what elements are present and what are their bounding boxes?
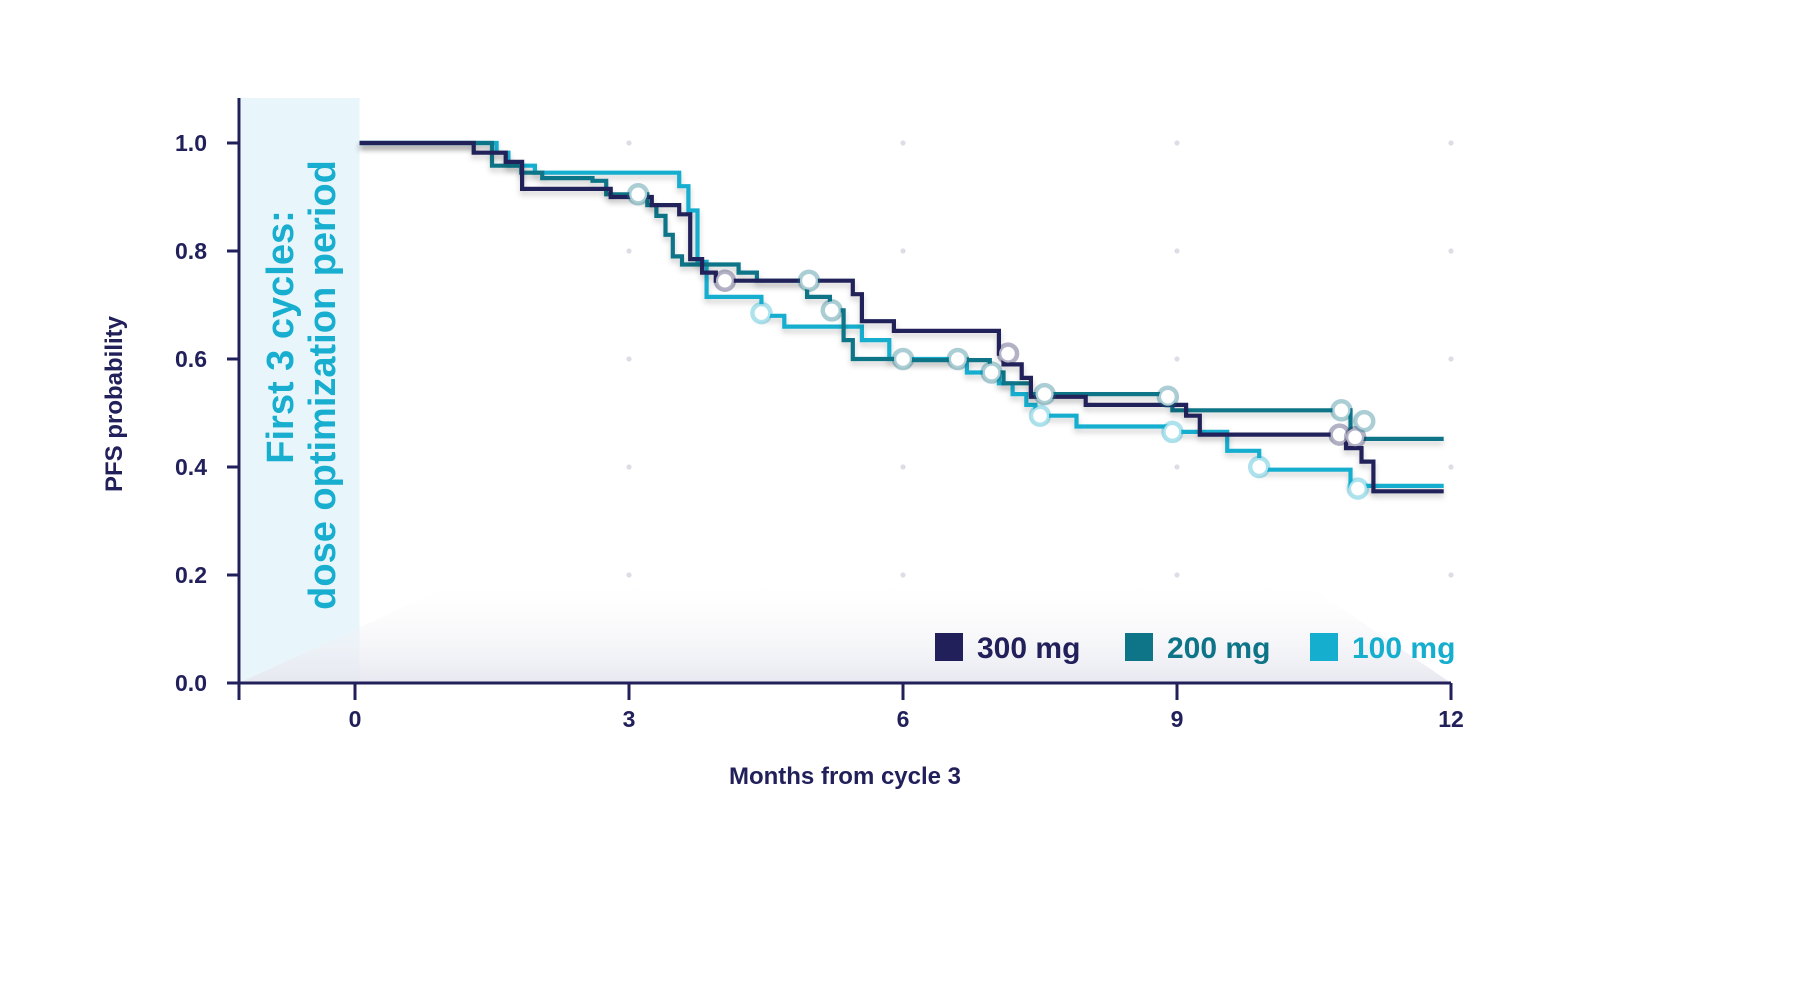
- censor-mark: [1343, 426, 1367, 449]
- grid-point: [1448, 464, 1454, 470]
- legend-label: 300 mg: [977, 632, 1080, 665]
- grid-point: [626, 140, 632, 146]
- grid-point: [900, 140, 906, 146]
- censor-mark: [946, 347, 970, 371]
- y-tick-label: 0.2: [175, 562, 207, 588]
- censor-mark: [1161, 420, 1184, 444]
- censor-mark: [1352, 409, 1376, 433]
- censor-mark: [797, 269, 821, 292]
- legend-item-200-mg: 200 mg: [1125, 632, 1270, 665]
- grid-point: [1448, 140, 1454, 146]
- censor-mark: [1156, 385, 1180, 409]
- legend-swatch: [1125, 633, 1153, 661]
- series-line-300-mg: [359, 140, 1444, 494]
- x-tick-label: 3: [623, 706, 636, 732]
- censor-mark: [750, 301, 773, 325]
- legend-swatch: [1310, 633, 1338, 661]
- censor-mark: [891, 347, 915, 371]
- legend-item-100-mg: 100 mg: [1310, 632, 1455, 665]
- y-axis-title: PFS probability: [101, 315, 128, 492]
- y-tick-label: 1.0: [175, 130, 207, 156]
- y-tick-label: 0.4: [175, 454, 207, 480]
- censor-mark: [820, 299, 844, 322]
- censor-mark: [1346, 477, 1370, 500]
- censor-mark: [1028, 404, 1052, 427]
- x-axis-title: Months from cycle 3: [729, 763, 961, 790]
- censor-mark: [1330, 399, 1353, 422]
- series-lines: [359, 140, 1444, 494]
- floor-shape: [239, 577, 1451, 683]
- censor-mark: [980, 361, 1003, 384]
- grid-point: [900, 464, 906, 470]
- legend-swatch: [935, 633, 963, 661]
- grid-point: [900, 572, 906, 578]
- grid-point: [1448, 356, 1454, 362]
- floor-gradient: [239, 577, 1451, 683]
- x-tick-label: 12: [1438, 706, 1464, 732]
- band-label-line2: dose optimization period: [302, 160, 344, 610]
- censor-mark: [1247, 455, 1271, 479]
- band-label-line1: First 3 cycles:: [260, 210, 302, 463]
- y-tick-label: 0.6: [175, 346, 207, 372]
- axes: [237, 98, 1451, 685]
- grid-point: [626, 248, 632, 254]
- y-tick-label: 0.0: [175, 670, 207, 696]
- grid-point: [626, 356, 632, 362]
- grid-point: [626, 464, 632, 470]
- series-line-200-mg: [359, 140, 1444, 441]
- legend-label: 200 mg: [1167, 632, 1270, 665]
- grid-point: [900, 248, 906, 254]
- grid-point: [1174, 572, 1180, 578]
- y-tick-label: 0.8: [175, 238, 207, 264]
- censor-mark: [996, 342, 1020, 365]
- legend: 300 mg 200 mg 100 mg: [935, 632, 1455, 665]
- x-tick-label: 0: [349, 706, 362, 732]
- censor-mark: [713, 269, 737, 292]
- x-tick-label: 6: [897, 706, 910, 732]
- legend-label: 100 mg: [1352, 632, 1455, 665]
- grid-point: [626, 572, 632, 578]
- censor-mark: [1033, 382, 1056, 406]
- band-rect: [241, 98, 360, 683]
- grid-point: [1448, 248, 1454, 254]
- x-ticks: 0 3 6 9 12: [237, 683, 1464, 732]
- censor-mark: [626, 183, 650, 206]
- censor-marks: [626, 183, 1376, 500]
- grid-point: [1174, 356, 1180, 362]
- x-tick-label: 9: [1171, 706, 1184, 732]
- grid-point: [1174, 140, 1180, 146]
- grid-point: [1174, 464, 1180, 470]
- legend-item-300-mg: 300 mg: [935, 632, 1080, 665]
- grid-point: [1448, 572, 1454, 578]
- y-ticks: 0.0 0.2 0.4 0.6 0.8 1.0: [175, 130, 239, 696]
- dose-optimization-band: [241, 98, 360, 683]
- grid-point: [1174, 248, 1180, 254]
- grid-points: [626, 140, 1454, 578]
